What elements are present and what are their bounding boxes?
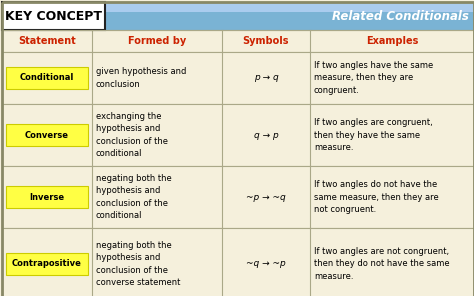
Text: Inverse: Inverse xyxy=(29,192,64,202)
Bar xyxy=(2,166,474,228)
Bar xyxy=(6,253,88,275)
Text: given hypothesis and
conclusion: given hypothesis and conclusion xyxy=(96,67,186,89)
Bar xyxy=(6,186,88,208)
Text: Formed by: Formed by xyxy=(128,36,186,46)
Bar xyxy=(2,2,474,30)
Bar xyxy=(6,67,88,89)
Text: If two angles do not have the
same measure, then they are
not congruent.: If two angles do not have the same measu… xyxy=(314,180,439,214)
Text: q → p: q → p xyxy=(254,131,278,139)
Text: negating both the
hypothesis and
conclusion of the
converse statement: negating both the hypothesis and conclus… xyxy=(96,241,181,287)
Bar xyxy=(2,30,474,52)
Text: Related Conditionals: Related Conditionals xyxy=(332,9,469,22)
Text: exchanging the
hypothesis and
conclusion of the
conditional: exchanging the hypothesis and conclusion… xyxy=(96,112,168,158)
Text: Symbols: Symbols xyxy=(243,36,289,46)
Text: Statement: Statement xyxy=(18,36,76,46)
Text: If two angles have the same
measure, then they are
congruent.: If two angles have the same measure, the… xyxy=(314,61,433,95)
Text: p → q: p → q xyxy=(254,73,278,83)
Text: Converse: Converse xyxy=(25,131,69,139)
Bar xyxy=(6,124,88,146)
Bar xyxy=(2,52,474,104)
Text: Conditional: Conditional xyxy=(20,73,74,83)
Bar xyxy=(2,2,105,30)
Text: negating both the
hypothesis and
conclusion of the
conditional: negating both the hypothesis and conclus… xyxy=(96,174,172,220)
Text: If two angles are congruent,
then they have the same
measure.: If two angles are congruent, then they h… xyxy=(314,118,433,152)
Text: ~q → ~p: ~q → ~p xyxy=(246,260,286,268)
Text: KEY CONCEPT: KEY CONCEPT xyxy=(5,9,102,22)
Text: Contrapositive: Contrapositive xyxy=(12,260,82,268)
Bar xyxy=(2,104,474,166)
Text: Examples: Examples xyxy=(366,36,418,46)
Bar xyxy=(2,228,474,296)
Bar xyxy=(2,2,474,12)
Text: If two angles are not congruent,
then they do not have the same
measure.: If two angles are not congruent, then th… xyxy=(314,247,450,281)
Text: ~p → ~q: ~p → ~q xyxy=(246,192,286,202)
